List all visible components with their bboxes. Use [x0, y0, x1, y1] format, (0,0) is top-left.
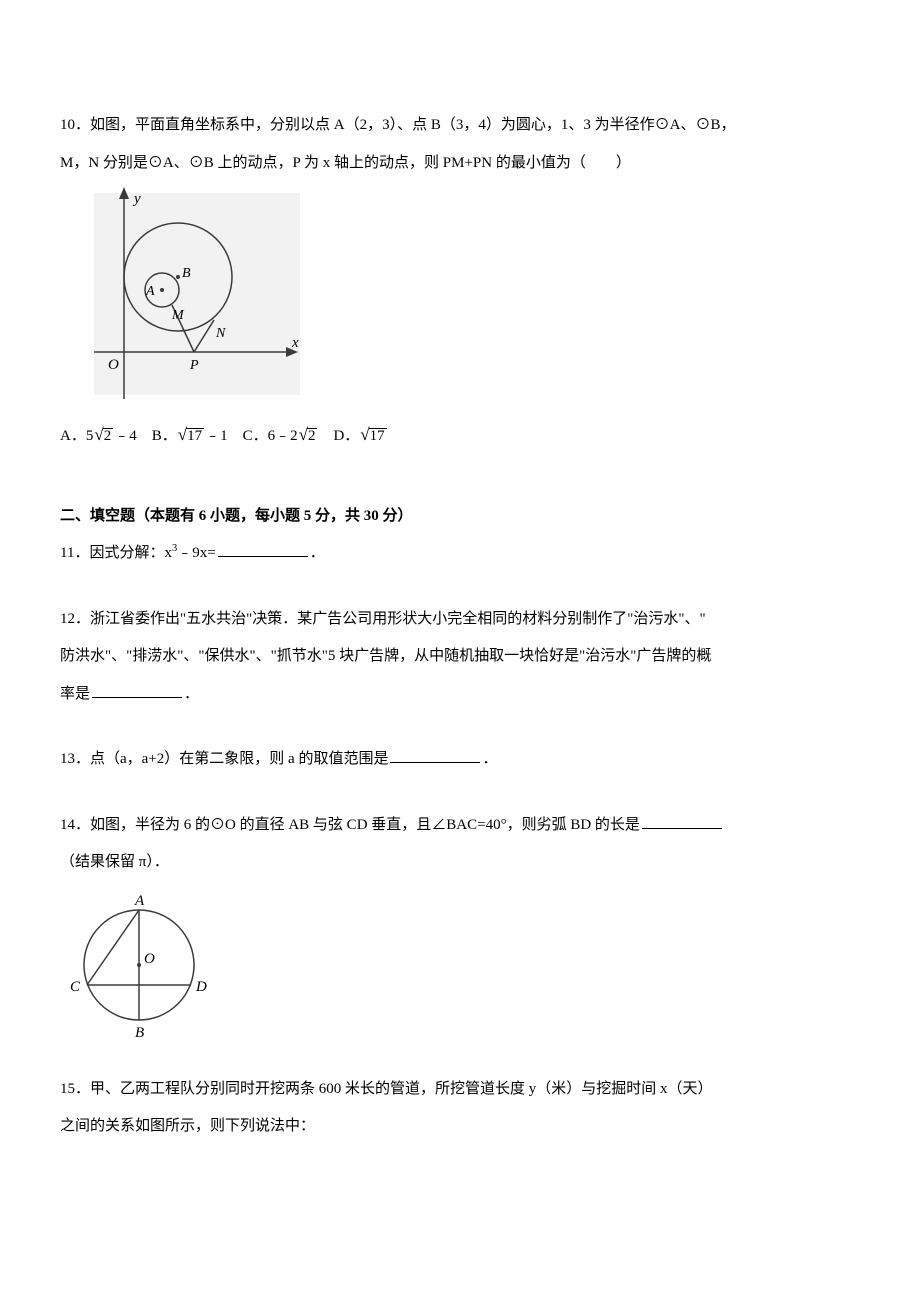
blank [390, 747, 480, 763]
q13: 13．点（a，a+2）在第二象限，则 a 的取值范围是． [60, 744, 860, 776]
q10-text-a: 如图，平面直角坐标系中，分别以点 A（2，3）、点 B（3，4）为圆心，1、3 … [90, 117, 735, 133]
q13-number: 13． [60, 751, 90, 767]
q10-option-d: D． √17 [333, 421, 387, 453]
blank [92, 682, 182, 698]
svg-text:x: x [291, 335, 299, 351]
svg-text:C: C [70, 979, 81, 995]
sqrt-icon: √2 [299, 426, 318, 444]
q10-line1: 10．如图，平面直角坐标系中，分别以点 A（2，3）、点 B（3，4）为圆心，1… [60, 110, 860, 142]
q14-number: 14． [60, 817, 90, 833]
q10-option-a: A．5 √2 ﹣4 [60, 421, 137, 453]
svg-text:B: B [182, 266, 191, 281]
q10-option-b: B． √17 ﹣1 [152, 421, 228, 453]
q12-line2: 防洪水"、"排涝水"、"保供水"、"抓节水"5 块广告牌，从中随机抽取一块恰好是… [60, 641, 860, 673]
q14-line2: （结果保留 π）． [60, 847, 860, 879]
q14-line1: 14．如图，半径为 6 的⊙O 的直径 AB 与弦 CD 垂直，且∠BAC=40… [60, 810, 860, 842]
svg-text:A: A [134, 893, 145, 909]
q14-figure: A B C D O [64, 885, 214, 1040]
q11-number: 11． [60, 545, 89, 561]
q11: 11．因式分解：x3﹣9x=． [60, 538, 860, 570]
svg-text:A: A [145, 284, 155, 299]
sqrt-icon: √17 [360, 426, 386, 444]
svg-text:O: O [144, 951, 155, 967]
svg-text:M: M [171, 308, 185, 323]
svg-text:O: O [108, 357, 119, 373]
q10-option-c: C．6﹣2 √2 [243, 421, 319, 453]
svg-text:N: N [215, 326, 226, 341]
section2-title: 二、填空题（本题有 6 小题，每小题 5 分，共 30 分） [60, 501, 860, 533]
sqrt-icon: √2 [94, 426, 113, 444]
q10-number: 10． [60, 117, 90, 133]
svg-text:P: P [189, 358, 199, 373]
q12-number: 12． [60, 611, 90, 627]
q10-line2: M，N 分别是⊙A、⊙B 上的动点，P 为 x 轴上的动点，则 PM+PN 的最… [60, 148, 860, 180]
q12-line1: 12．浙江省委作出"五水共治"决策．某广告公司用形状大小完全相同的材料分别制作了… [60, 604, 860, 636]
q10-figure: y x O A B M N P [64, 185, 309, 415]
q15-line2: 之间的关系如图所示，则下列说法中： [60, 1111, 860, 1143]
blank [218, 541, 308, 557]
blank [642, 813, 722, 829]
svg-text:B: B [135, 1025, 144, 1040]
sqrt-icon: √17 [178, 426, 204, 444]
q12-line3: 率是． [60, 679, 860, 711]
page: 10．如图，平面直角坐标系中，分别以点 A（2，3）、点 B（3，4）为圆心，1… [0, 0, 920, 1302]
svg-text:y: y [132, 191, 141, 207]
q10-options: A．5 √2 ﹣4 B． √17 ﹣1 C．6﹣2 √2 D． √17 [60, 421, 860, 453]
q15-number: 15． [60, 1081, 90, 1097]
q15-line1: 15．甲、乙两工程队分别同时开挖两条 600 米长的管道，所挖管道长度 y（米）… [60, 1074, 860, 1106]
svg-text:D: D [195, 979, 207, 995]
